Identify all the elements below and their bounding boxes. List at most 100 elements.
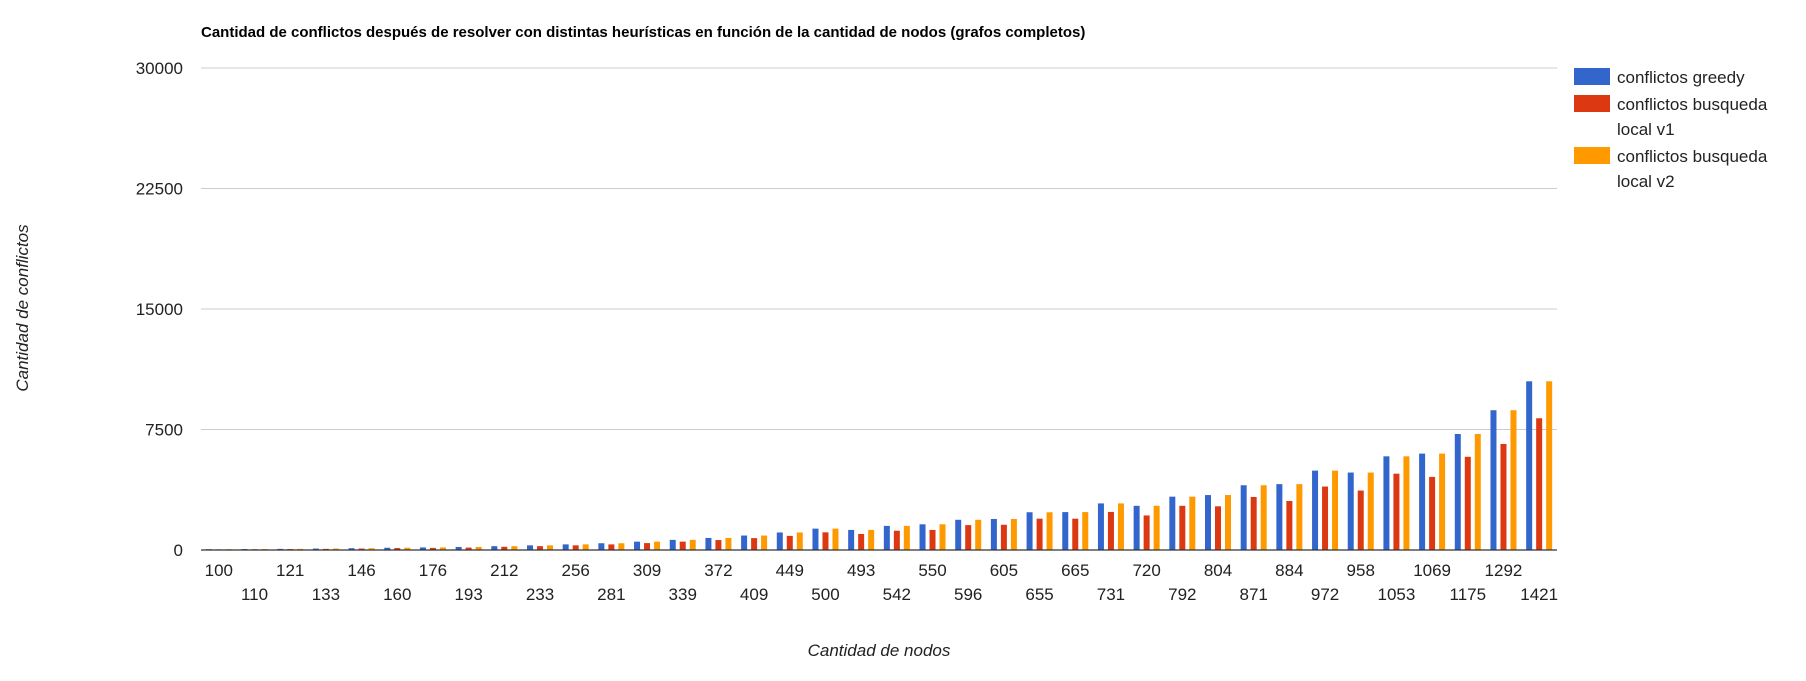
bar	[715, 540, 722, 550]
x-tick-label: 281	[597, 585, 625, 604]
x-tick-label: 542	[883, 585, 911, 604]
bar	[741, 535, 748, 550]
bar	[348, 548, 355, 550]
bar	[669, 539, 676, 550]
bar	[705, 537, 712, 550]
bar	[527, 545, 533, 550]
bar	[547, 545, 553, 550]
y-tick-label: 22500	[136, 180, 183, 199]
bar	[1367, 472, 1374, 550]
x-tick-label: 133	[312, 585, 340, 604]
bar	[689, 539, 696, 550]
bar	[1260, 485, 1267, 550]
bar	[598, 543, 605, 550]
y-tick-label: 15000	[136, 300, 183, 319]
bar	[537, 546, 543, 550]
y-axis-label: Cantidad de conflictos	[13, 224, 32, 392]
bar	[1526, 381, 1533, 550]
x-tick-label: 372	[704, 561, 732, 580]
x-tick-label: 339	[669, 585, 697, 604]
x-tick-label: 596	[954, 585, 982, 604]
bar	[404, 547, 411, 550]
bar	[1189, 496, 1196, 550]
bar	[939, 524, 946, 550]
bar	[618, 543, 625, 550]
bar	[1026, 512, 1033, 550]
bar	[1383, 456, 1390, 550]
bar	[761, 535, 768, 550]
x-tick-label: 193	[454, 585, 482, 604]
x-tick-label: 605	[990, 561, 1018, 580]
bar	[1000, 524, 1007, 550]
x-tick-label: 665	[1061, 561, 1089, 580]
bar	[1312, 470, 1319, 550]
bar	[1225, 495, 1231, 550]
bar	[1153, 505, 1160, 550]
bar	[975, 519, 982, 550]
bar	[1296, 484, 1303, 550]
bar	[1072, 518, 1079, 550]
bar	[893, 530, 900, 550]
x-axis-ticks: 100 110 121 133 146 160 176 193 212 233 256 281 309 3…	[205, 561, 1558, 604]
x-tick-label: 146	[347, 561, 375, 580]
bar	[1046, 512, 1053, 550]
bar	[1276, 484, 1283, 550]
bar	[1357, 490, 1364, 550]
bar	[1097, 503, 1104, 550]
x-tick-label: 409	[740, 585, 768, 604]
bar	[1500, 443, 1507, 550]
bar	[1286, 500, 1293, 550]
bar	[903, 525, 910, 550]
bar	[725, 537, 732, 550]
bar	[1403, 456, 1410, 550]
bar	[1082, 512, 1089, 550]
x-tick-label: 731	[1097, 585, 1125, 604]
bar	[368, 548, 375, 550]
bar	[1010, 518, 1017, 550]
bar	[796, 532, 803, 550]
y-tick-label: 0	[174, 541, 183, 560]
x-tick-label: 1053	[1378, 585, 1416, 604]
bar	[465, 547, 472, 550]
x-tick-label: 256	[561, 561, 589, 580]
bar	[572, 545, 579, 550]
gridlines	[201, 67, 1557, 430]
bar	[955, 519, 962, 550]
bar	[883, 525, 890, 550]
bar	[1429, 476, 1436, 550]
bar	[776, 532, 783, 550]
bar	[491, 546, 498, 550]
legend-swatch	[1574, 95, 1610, 112]
bar	[1205, 495, 1211, 550]
bar	[455, 546, 462, 550]
x-tick-label: 110	[241, 585, 268, 604]
bar	[1117, 503, 1124, 550]
legend-label: conflictos busqueda local v1	[1617, 95, 1768, 139]
bar	[439, 547, 446, 550]
legend-label: conflictos greedy	[1617, 68, 1745, 87]
bar	[990, 518, 997, 550]
x-tick-label: 972	[1311, 585, 1339, 604]
bar	[1215, 506, 1221, 550]
bar	[1240, 485, 1247, 550]
bar	[1133, 505, 1140, 550]
bar	[501, 546, 508, 550]
x-tick-label: 655	[1025, 585, 1053, 604]
bar	[582, 544, 589, 550]
legend: conflictos greedy conflictos busqueda loca…	[1574, 68, 1768, 191]
bar	[1036, 518, 1043, 550]
x-tick-label: 958	[1347, 561, 1375, 580]
bar	[868, 529, 875, 550]
bars	[205, 381, 1553, 550]
x-tick-label: 1069	[1413, 561, 1451, 580]
x-tick-label: 160	[383, 585, 411, 604]
bar	[822, 532, 829, 550]
bar	[1143, 515, 1150, 550]
bar	[786, 535, 793, 550]
bar	[644, 543, 651, 550]
bar	[608, 544, 615, 550]
bar	[1546, 381, 1553, 550]
bar	[1322, 486, 1329, 550]
bar	[634, 541, 641, 550]
bar	[654, 541, 661, 550]
